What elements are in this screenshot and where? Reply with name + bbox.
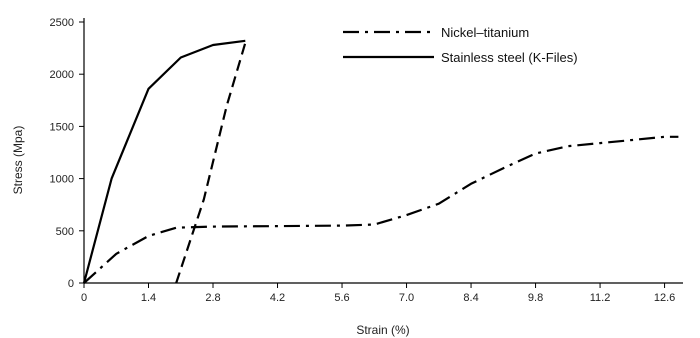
series-line-0 bbox=[83, 135, 679, 284]
x-tick-label: 8.4 bbox=[463, 292, 478, 304]
x-axis-title: Strain (%) bbox=[356, 323, 409, 337]
x-tick-label: 5.6 bbox=[334, 292, 349, 304]
tick-group: 0 1.4 2.8 4.2 5.6 7.0 8.4 9.8 11.2 12.6 0 500 1000 15… bbox=[50, 17, 676, 304]
legend-label-0: Nickel–titanium bbox=[441, 25, 529, 40]
series-line-1 bbox=[82, 39, 246, 284]
y-tick-label: 2500 bbox=[50, 17, 74, 29]
y-tick-label: 1000 bbox=[50, 174, 74, 186]
x-tick-label: 4.2 bbox=[270, 292, 285, 304]
legend: Nickel–titanium Stainless steel (K-Files) bbox=[343, 25, 578, 65]
y-tick-label: 1500 bbox=[50, 121, 74, 133]
y-tick-label: 2000 bbox=[50, 69, 74, 81]
x-tick-label: 9.8 bbox=[528, 292, 543, 304]
x-tick-label: 11.2 bbox=[590, 292, 611, 304]
y-tick-label: 500 bbox=[56, 226, 74, 238]
legend-label-1: Stainless steel (K-Files) bbox=[441, 50, 578, 65]
x-tick-label: 12.6 bbox=[654, 292, 675, 304]
series-group bbox=[82, 39, 679, 284]
y-tick-label: 0 bbox=[68, 278, 74, 290]
x-tick-label: 7.0 bbox=[399, 292, 414, 304]
series-line-2 bbox=[175, 42, 247, 284]
x-tick-label: 0 bbox=[81, 292, 87, 304]
y-axis-title: Stress (Mpa) bbox=[11, 126, 25, 195]
axes bbox=[83, 18, 683, 284]
x-tick-label: 1.4 bbox=[141, 292, 156, 304]
x-tick-label: 2.8 bbox=[205, 292, 220, 304]
